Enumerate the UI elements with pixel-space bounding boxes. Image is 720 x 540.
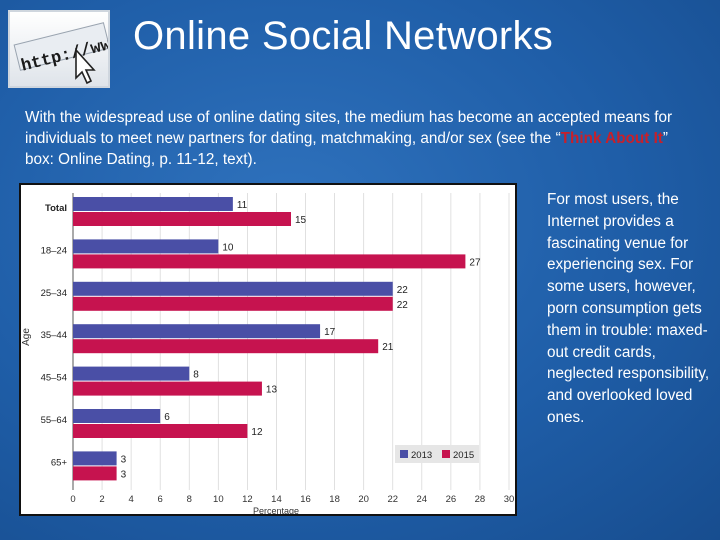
x-tick-label: 18 [329,494,340,505]
legend-swatch-2015 [442,450,450,458]
age-percentage-bar-chart: 0 2 4 6 8 10 12 14 16 18 20 22 24 26 28 30PercentageAge… [21,193,515,516]
x-tick-label: 22 [387,494,398,505]
x-tick-label: 12 [242,494,253,505]
x-tick-label: 26 [446,494,457,505]
http-logo: http://www [8,10,110,88]
bar-value-label: 13 [266,385,278,396]
think-about-it-highlight: Think About It [560,130,663,147]
bar-value-label: 3 [121,454,127,465]
x-tick-label: 2 [99,494,104,505]
bar-2013-4 [73,366,190,381]
bar-2015-0 [73,212,291,226]
y-axis-label: Age [21,328,32,346]
bar-value-label: 6 [164,412,170,423]
x-tick-label: 28 [475,494,486,505]
bar-2013-0 [73,197,233,211]
bar-2013-3 [73,324,321,339]
side-paragraph: For most users, the Internet provides a … [547,191,710,426]
bar-value-label: 22 [397,285,409,296]
bar-value-label: 10 [222,242,234,253]
bar-value-label: 27 [469,257,481,268]
bar-value-label: 22 [397,300,409,311]
x-tick-label: 16 [300,494,311,505]
intro-paragraph: With the widespread use of online dating… [25,107,695,170]
bar-2015-4 [73,381,262,396]
category-label: 55–64 [41,415,67,426]
x-tick-label: 4 [128,494,133,505]
legend-label-2013: 2013 [411,450,432,461]
category-label: Total [45,203,67,214]
slide-title: Online Social Networks [133,14,554,58]
legend-label-2015: 2015 [453,450,474,461]
cursor-icon [75,47,96,85]
category-label: 65+ [51,457,68,468]
intro-text-before: With the widespread use of online dating… [25,109,673,147]
bar-2015-6 [73,466,117,481]
bar-2015-5 [73,424,248,438]
bar-value-label: 11 [237,200,248,211]
x-tick-label: 14 [271,494,282,505]
x-tick-label: 10 [213,494,224,505]
bar-value-label: 8 [193,370,199,381]
x-tick-label: 30 [504,494,515,505]
x-axis-label: Percentage [253,506,299,514]
category-label: 35–44 [41,330,67,341]
bar-value-label: 15 [295,215,307,226]
bar-value-label: 3 [121,469,127,480]
bar-2013-5 [73,409,161,423]
bar-value-label: 12 [251,427,263,438]
legend-box [395,445,479,463]
chart-panel: 0 2 4 6 8 10 12 14 16 18 20 22 24 26 28 30 Percentage Age… [19,183,517,516]
bar-2015-1 [73,254,466,269]
category-label: 18–24 [41,245,67,256]
bar-value-label: 17 [324,327,336,338]
x-tick-label: 8 [187,494,192,505]
intro-text-after: ” box: Online Dating, p. 11-12, text). [25,130,669,168]
bar-value-label: 21 [382,342,394,353]
x-tick-label: 0 [70,494,75,505]
category-label: 45–54 [41,373,67,384]
bar-2013-6 [73,451,117,466]
bar-2015-2 [73,296,393,311]
bar-2015-3 [73,339,379,354]
bar-2013-1 [73,239,219,254]
bar-2013-2 [73,281,393,296]
category-label: 25–34 [41,288,67,299]
x-tick-label: 6 [158,494,163,505]
legend-swatch-2013 [400,450,408,458]
x-tick-label: 24 [417,494,428,505]
x-tick-label: 20 [358,494,369,505]
